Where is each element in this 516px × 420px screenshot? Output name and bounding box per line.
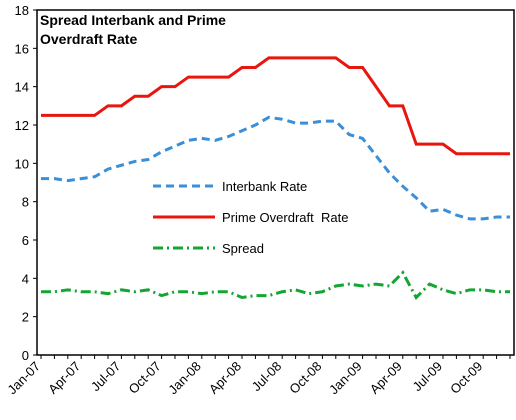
series-line xyxy=(41,270,510,300)
y-tick-label: 2 xyxy=(22,310,29,325)
legend-label: Spread xyxy=(222,241,264,256)
y-tick-label: 18 xyxy=(15,3,29,18)
legend-label: Interbank Rate xyxy=(222,179,307,194)
x-tick-label: Jan-07 xyxy=(4,359,43,398)
x-tick-label: Oct-09 xyxy=(447,359,485,397)
y-tick-label: 10 xyxy=(15,156,29,171)
series-line xyxy=(41,115,510,221)
x-tick-label: Jan-08 xyxy=(165,359,204,398)
y-tick-label: 8 xyxy=(22,195,29,210)
x-tick-label: Oct-07 xyxy=(126,359,164,397)
x-tick-label: Apr-07 xyxy=(45,359,83,397)
chart-title: Spread Interbank and Prime Overdraft Rate xyxy=(40,12,226,47)
y-tick-label: 6 xyxy=(22,233,29,248)
y-tick-label: 4 xyxy=(22,271,29,286)
series-line xyxy=(41,56,510,156)
y-tick-label: 12 xyxy=(15,118,29,133)
y-tick-label: 0 xyxy=(22,348,29,363)
x-tick-label: Jan-09 xyxy=(326,359,365,398)
x-tick-label: Apr-09 xyxy=(367,359,405,397)
x-tick-label: Jul-08 xyxy=(249,359,285,395)
x-tick-label: Jul-07 xyxy=(88,359,124,395)
y-tick-label: 14 xyxy=(15,80,29,95)
plot-frame xyxy=(36,9,515,356)
x-tick-label: Apr-08 xyxy=(206,359,244,397)
y-tick-label: 16 xyxy=(15,41,29,56)
x-tick-label: Jul-09 xyxy=(409,359,445,395)
x-tick-label: Oct-08 xyxy=(286,359,324,397)
legend-label: Prime Overdraft Rate xyxy=(222,210,348,225)
